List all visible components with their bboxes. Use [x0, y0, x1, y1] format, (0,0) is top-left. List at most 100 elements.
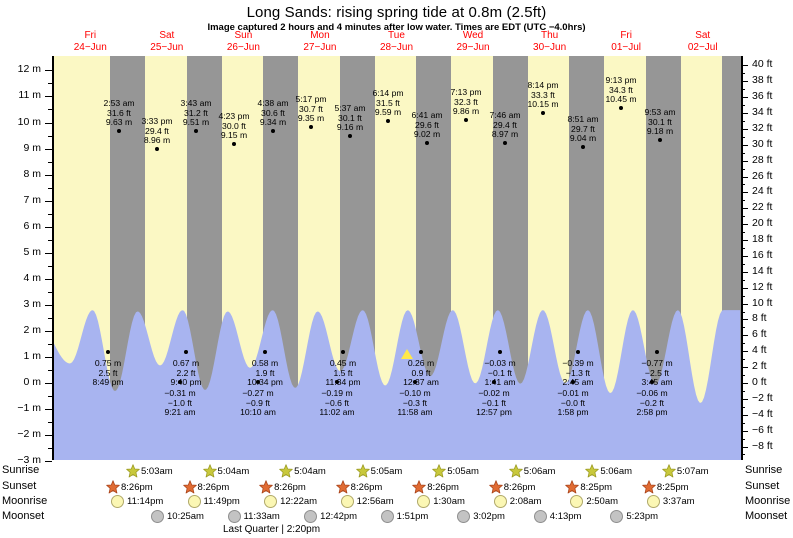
sunset-entry-7: 8:25pm: [565, 480, 612, 494]
right-minor-tick: [741, 105, 745, 107]
right-axis-label--4: −4 ft: [752, 407, 773, 420]
right-tick-6: [741, 335, 748, 337]
low-tide-label-1-line-2: 2.5 ft: [98, 367, 118, 378]
high-tide-label-3-line-1: 3:43 am: [180, 98, 212, 108]
right-tick-34: [741, 113, 748, 115]
high-tide-label-9-line-3: 9.02 m: [413, 129, 441, 140]
day-header-2: Sat 25−Jun: [129, 30, 206, 54]
tide-curve: [52, 310, 741, 460]
high-tide-label-6-line-2: 30.7 ft: [299, 103, 323, 114]
high-tide-label-12: 8:14 pm 33.3 ft 10.15 m: [509, 80, 577, 110]
day-date: 28−Jun: [379, 42, 414, 53]
low-tide-label-10-line-3: 12:57 pm: [476, 407, 512, 418]
right-tick-14: [741, 271, 748, 273]
high-tide-label-1: 2:53 am 31.6 ft 9.63 m: [85, 98, 153, 128]
left-axis-label--1: −1 m: [17, 402, 41, 415]
high-tide-label-14: 9:13 pm 34.3 ft 10.45 m: [587, 75, 655, 105]
sunset-star-icon: [565, 480, 580, 494]
right-tick-20: [741, 224, 748, 226]
right-tick-0: [741, 383, 748, 384]
right-minor-tick: [741, 438, 745, 440]
high-tide-label-9-line-2: 29.6 ft: [415, 119, 439, 130]
right-tick-26: [741, 176, 748, 178]
right-minor-tick: [741, 279, 745, 281]
low-tide-label-7-line-2: 1.5 ft: [333, 367, 353, 378]
left-axis-label-5: 5 m: [23, 245, 41, 258]
sunrise-star-icon: [279, 464, 293, 478]
sunrise-star-icon: [202, 464, 217, 478]
sunset-time: 8:26pm: [427, 481, 459, 493]
right-minor-tick: [741, 168, 745, 170]
low-tide-label-2-line-1: −0.31 m: [164, 388, 196, 398]
right-tick-32: [741, 128, 748, 130]
right-axis-label-0: 0 ft: [752, 376, 767, 388]
day-header-9: Sat 02−Jul: [664, 30, 741, 54]
right-minor-tick: [741, 136, 745, 138]
low-tide-label-7-line-3: 11:34 pm: [325, 377, 361, 388]
day-header-4: Mon 27−Jun: [282, 30, 359, 54]
high-tide-label-7-line-2: 30.1 ft: [338, 112, 362, 123]
high-tide-label-15: 9:53 am 30.1 ft 9.18 m: [626, 107, 694, 137]
low-tide-label-3-line-1: 0.67 m: [172, 358, 200, 368]
sunrise-entry-6: 5:06am: [508, 464, 556, 478]
day-of-week: Sun: [234, 30, 253, 41]
high-tide-label-10: 7:13 pm 32.3 ft 9.86 m: [432, 87, 500, 117]
low-tide-dot-15: [655, 350, 659, 354]
high-tide-label-10-line-1: 7:13 pm: [450, 87, 482, 97]
moonrise-entry-1: 11:14pm: [111, 495, 163, 508]
high-tide-label-11-line-2: 29.4 ft: [493, 119, 517, 130]
right-axis-line: [741, 56, 743, 460]
day-of-week: Mon: [310, 30, 330, 41]
high-tide-label-6: 5:17 pm 30.7 ft 9.35 m: [277, 94, 345, 124]
low-tide-label-12: −0.01 m −0.0 ft 1:58 pm: [539, 388, 607, 418]
left-tick-9: [45, 148, 52, 150]
high-tide-label-8-line-2: 31.5 ft: [376, 97, 400, 108]
high-tide-label-1-line-1: 2:53 am: [103, 98, 135, 108]
right-tick--8: [741, 446, 748, 448]
moonset-moon-icon: [533, 510, 549, 523]
row-label-moonrise-left: Moonrise: [2, 495, 48, 507]
low-tide-dot-4: [256, 380, 260, 384]
left-axis-label-4: 4 m: [23, 271, 41, 284]
high-tide-label-5-line-3: 9.34 m: [259, 117, 287, 128]
moonset-time: 12:42pm: [320, 511, 358, 522]
right-axis-label-18: 18 ft: [752, 233, 773, 246]
low-tide-label-15-line-1: −0.77 m: [641, 358, 673, 368]
sunrise-time: 5:03am: [141, 465, 173, 477]
moonset-entry-6: 4:13pm: [533, 510, 581, 523]
left-minor-tick: [48, 343, 52, 345]
sunrise-time: 5:06am: [523, 465, 556, 477]
high-tide-dot-5: [271, 129, 275, 133]
left-tick--2: [45, 435, 52, 437]
moonrise-time: 1:30am: [433, 496, 465, 507]
high-tide-label-5: 4:38 am 30.6 ft 9.34 m: [239, 98, 307, 128]
day-of-week: Tue: [388, 30, 405, 41]
right-minor-tick: [741, 263, 745, 265]
low-tide-label-4: −0.27 m −0.9 ft 10:10 am: [224, 388, 292, 418]
high-tide-label-15-line-2: 30.1 ft: [648, 116, 672, 127]
high-tide-label-9-line-1: 6:41 am: [411, 110, 443, 120]
row-label-sunset-right: Sunset: [745, 480, 780, 492]
right-axis-label-10: 10 ft: [752, 296, 773, 309]
right-axis-label-12: 12 ft: [752, 280, 773, 293]
right-axis-label-16: 16 ft: [752, 248, 773, 261]
left-tick-11: [45, 96, 52, 98]
low-tide-label-8: −0.10 m −0.3 ft 11:58 am: [381, 388, 449, 418]
right-axis-label-40: 40 ft: [752, 58, 773, 71]
left-minor-tick: [48, 83, 52, 85]
low-tide-label-7: 0.45 m 1.5 ft 11:34 pm: [309, 358, 377, 388]
left-tick-7: [45, 200, 52, 202]
day-of-week: Sat: [159, 30, 175, 41]
moonrise-moon-icon: [570, 495, 585, 508]
right-axis-label-34: 34 ft: [752, 106, 773, 119]
sunrise-time: 5:06am: [600, 465, 633, 477]
low-tide-label-1-line-3: 8:49 pm: [92, 377, 124, 388]
left-axis-label-10: 10 m: [17, 115, 41, 128]
sunrise-entry-8: 5:07am: [662, 464, 709, 478]
high-tide-label-3-line-2: 31.2 ft: [184, 107, 208, 118]
high-tide-label-11-line-3: 8.97 m: [491, 129, 519, 140]
high-tide-label-2-line-1: 3:33 pm: [141, 116, 173, 126]
low-tide-label-6: −0.19 m −0.6 ft 11:02 am: [303, 388, 371, 418]
sunset-time: 8:25pm: [656, 481, 689, 493]
right-axis-label-6: 6 ft: [752, 328, 767, 341]
